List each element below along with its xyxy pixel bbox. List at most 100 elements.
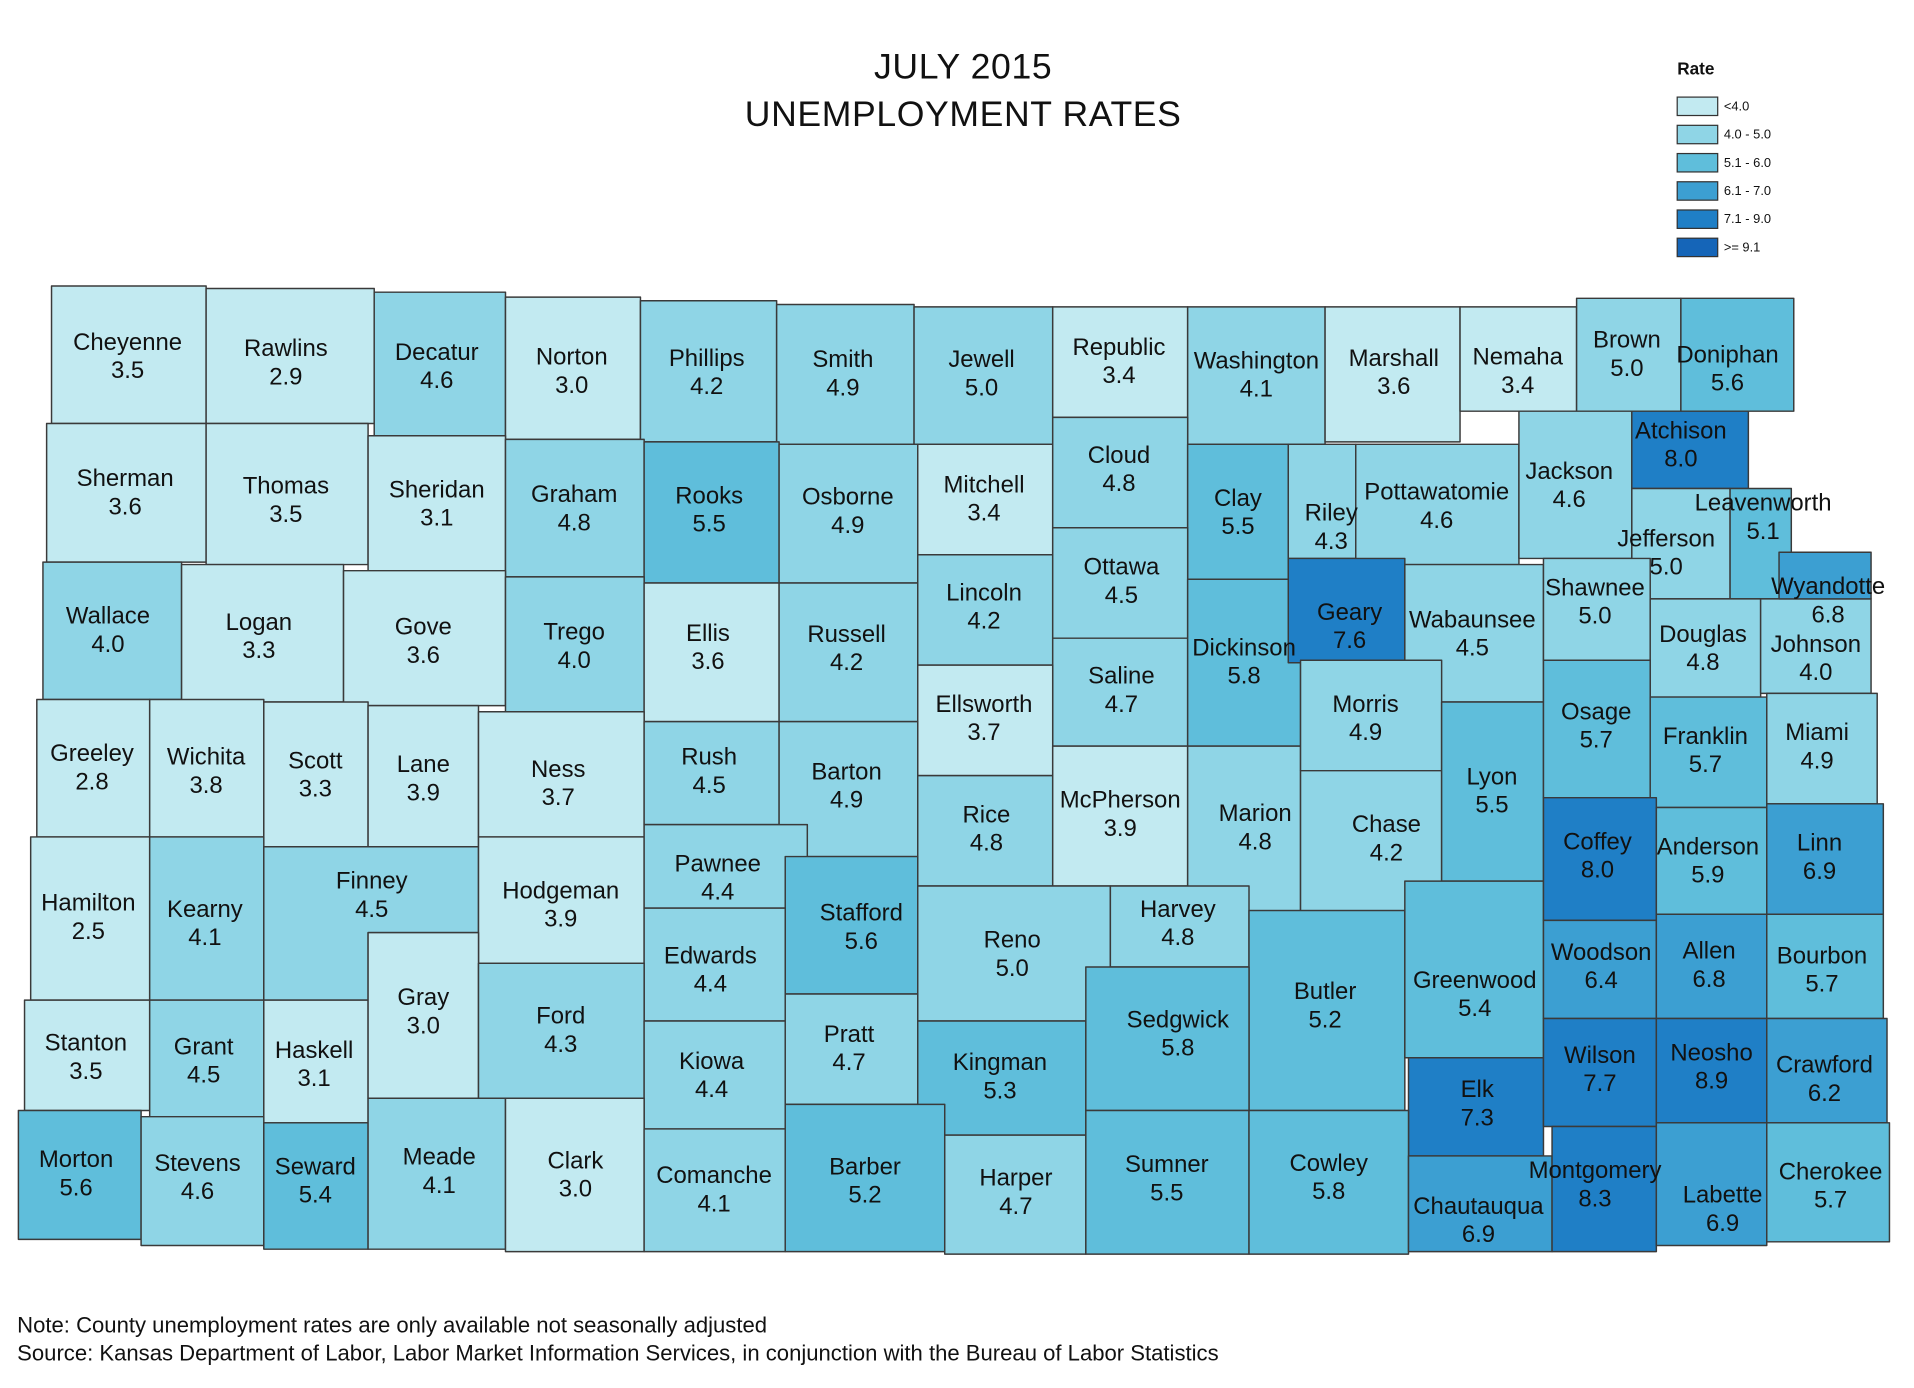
county: [1186, 306, 1326, 446]
legend-swatch: [1676, 152, 1719, 173]
county-value: 2.8: [75, 768, 108, 795]
county-value: 6.9: [1803, 858, 1836, 885]
county-name: Riley: [1305, 500, 1358, 527]
county: [917, 664, 1054, 777]
county: [1649, 696, 1768, 809]
county-value: 4.8: [1239, 828, 1272, 855]
county: [917, 885, 1112, 1022]
county-name: Hamilton: [41, 890, 135, 917]
county-value: 3.6: [109, 493, 142, 520]
county-value: 6.4: [1585, 967, 1618, 994]
county-value: 4.2: [690, 373, 723, 400]
county: [477, 836, 645, 965]
county-value: 3.9: [1104, 815, 1137, 842]
county-value: 7.6: [1333, 627, 1366, 654]
county-value: 3.6: [407, 642, 440, 669]
county-value: 3.6: [691, 648, 724, 675]
county-name: Jefferson: [1617, 525, 1715, 552]
county-name: Chase: [1352, 811, 1421, 838]
county-name: Jackson: [1525, 458, 1613, 485]
county-name: Rooks: [675, 482, 743, 509]
county-value: 5.8: [1161, 1035, 1194, 1062]
county: [1051, 306, 1189, 419]
county-value: 3.7: [967, 719, 1000, 746]
county-name: Douglas: [1659, 621, 1747, 648]
county: [1051, 527, 1189, 639]
county-value: 4.0: [1799, 659, 1832, 686]
map-title: JULY 2015: [874, 46, 1052, 86]
county-name: Neosho: [1670, 1039, 1752, 1066]
county-value: 3.3: [242, 637, 275, 664]
county-name: Scott: [288, 747, 343, 774]
county: [1355, 443, 1520, 566]
county-name: Morris: [1332, 691, 1398, 718]
county-name: Rawlins: [244, 335, 328, 362]
county-value: 5.7: [1580, 727, 1613, 754]
county-name: Hodgeman: [502, 877, 619, 904]
county: [148, 999, 265, 1118]
county: [367, 434, 507, 572]
county-value: 5.0: [1578, 603, 1611, 630]
legend-swatch: [1676, 124, 1719, 145]
county-value: 5.5: [1150, 1179, 1183, 1206]
county: [148, 836, 265, 1001]
county-name: Marshall: [1349, 345, 1439, 372]
county-name: Wichita: [167, 744, 246, 771]
county-name: Labette: [1683, 1182, 1763, 1209]
legend-label: <4.0: [1724, 98, 1749, 113]
county-name: Rice: [963, 801, 1011, 828]
county-value: 5.8: [1227, 663, 1260, 690]
county: [205, 422, 369, 566]
legend-title: Rate: [1677, 59, 1714, 79]
county-labels: Cheyenne3.5Rawlins2.9Decatur4.6Norton3.0…: [39, 327, 1885, 1248]
county-name: Finney: [336, 868, 408, 895]
county-value: 6.9: [1462, 1221, 1495, 1248]
county-value: 8.0: [1581, 857, 1614, 884]
county-value: 4.2: [830, 649, 863, 676]
county: [1655, 913, 1768, 1020]
county-name: Woodson: [1551, 939, 1652, 966]
county: [1248, 909, 1406, 1112]
county-value: 7.3: [1461, 1104, 1494, 1131]
county-name: Geary: [1317, 599, 1382, 626]
map-subtitle: UNEMPLOYMENT RATES: [745, 94, 1182, 134]
county-name: Republic: [1072, 334, 1165, 361]
county-name: Seward: [275, 1154, 356, 1181]
county-name: Pawnee: [675, 850, 761, 877]
note: Note: County unemployment rates are only…: [17, 1312, 767, 1337]
county: [1542, 919, 1658, 1020]
county-name: Anderson: [1657, 833, 1759, 860]
county-name: Jewell: [948, 346, 1014, 373]
county: [1186, 745, 1302, 912]
county: [1542, 659, 1651, 799]
county-value: 7.7: [1583, 1070, 1616, 1097]
county: [1051, 416, 1189, 529]
county-name: Butler: [1294, 978, 1356, 1005]
county-value: 3.0: [555, 372, 588, 399]
county-name: Haskell: [275, 1037, 353, 1064]
county-value: 5.2: [848, 1182, 881, 1209]
county-name: Grant: [174, 1033, 234, 1060]
county-name: Clark: [548, 1147, 604, 1174]
county: [1542, 1017, 1658, 1128]
county: [784, 1103, 946, 1253]
county-value: 3.4: [1102, 362, 1135, 389]
county-value: 5.9: [1691, 862, 1724, 889]
county-value: 3.4: [967, 500, 1000, 527]
county: [29, 836, 151, 1001]
county-name: McPherson: [1060, 787, 1181, 814]
county: [1287, 443, 1357, 560]
county-value: 5.5: [1221, 513, 1254, 540]
county-name: Pottawatomie: [1364, 479, 1509, 506]
county-value: 4.1: [188, 924, 221, 951]
county-value: 4.5: [187, 1061, 220, 1088]
county: [342, 569, 507, 707]
county: [1759, 598, 1872, 695]
county-name: Sumner: [1125, 1151, 1209, 1178]
county: [1551, 1125, 1658, 1253]
county: [643, 720, 780, 826]
county-name: Ellis: [686, 620, 730, 647]
county-value: 3.5: [111, 357, 144, 384]
county: [1631, 410, 1750, 490]
